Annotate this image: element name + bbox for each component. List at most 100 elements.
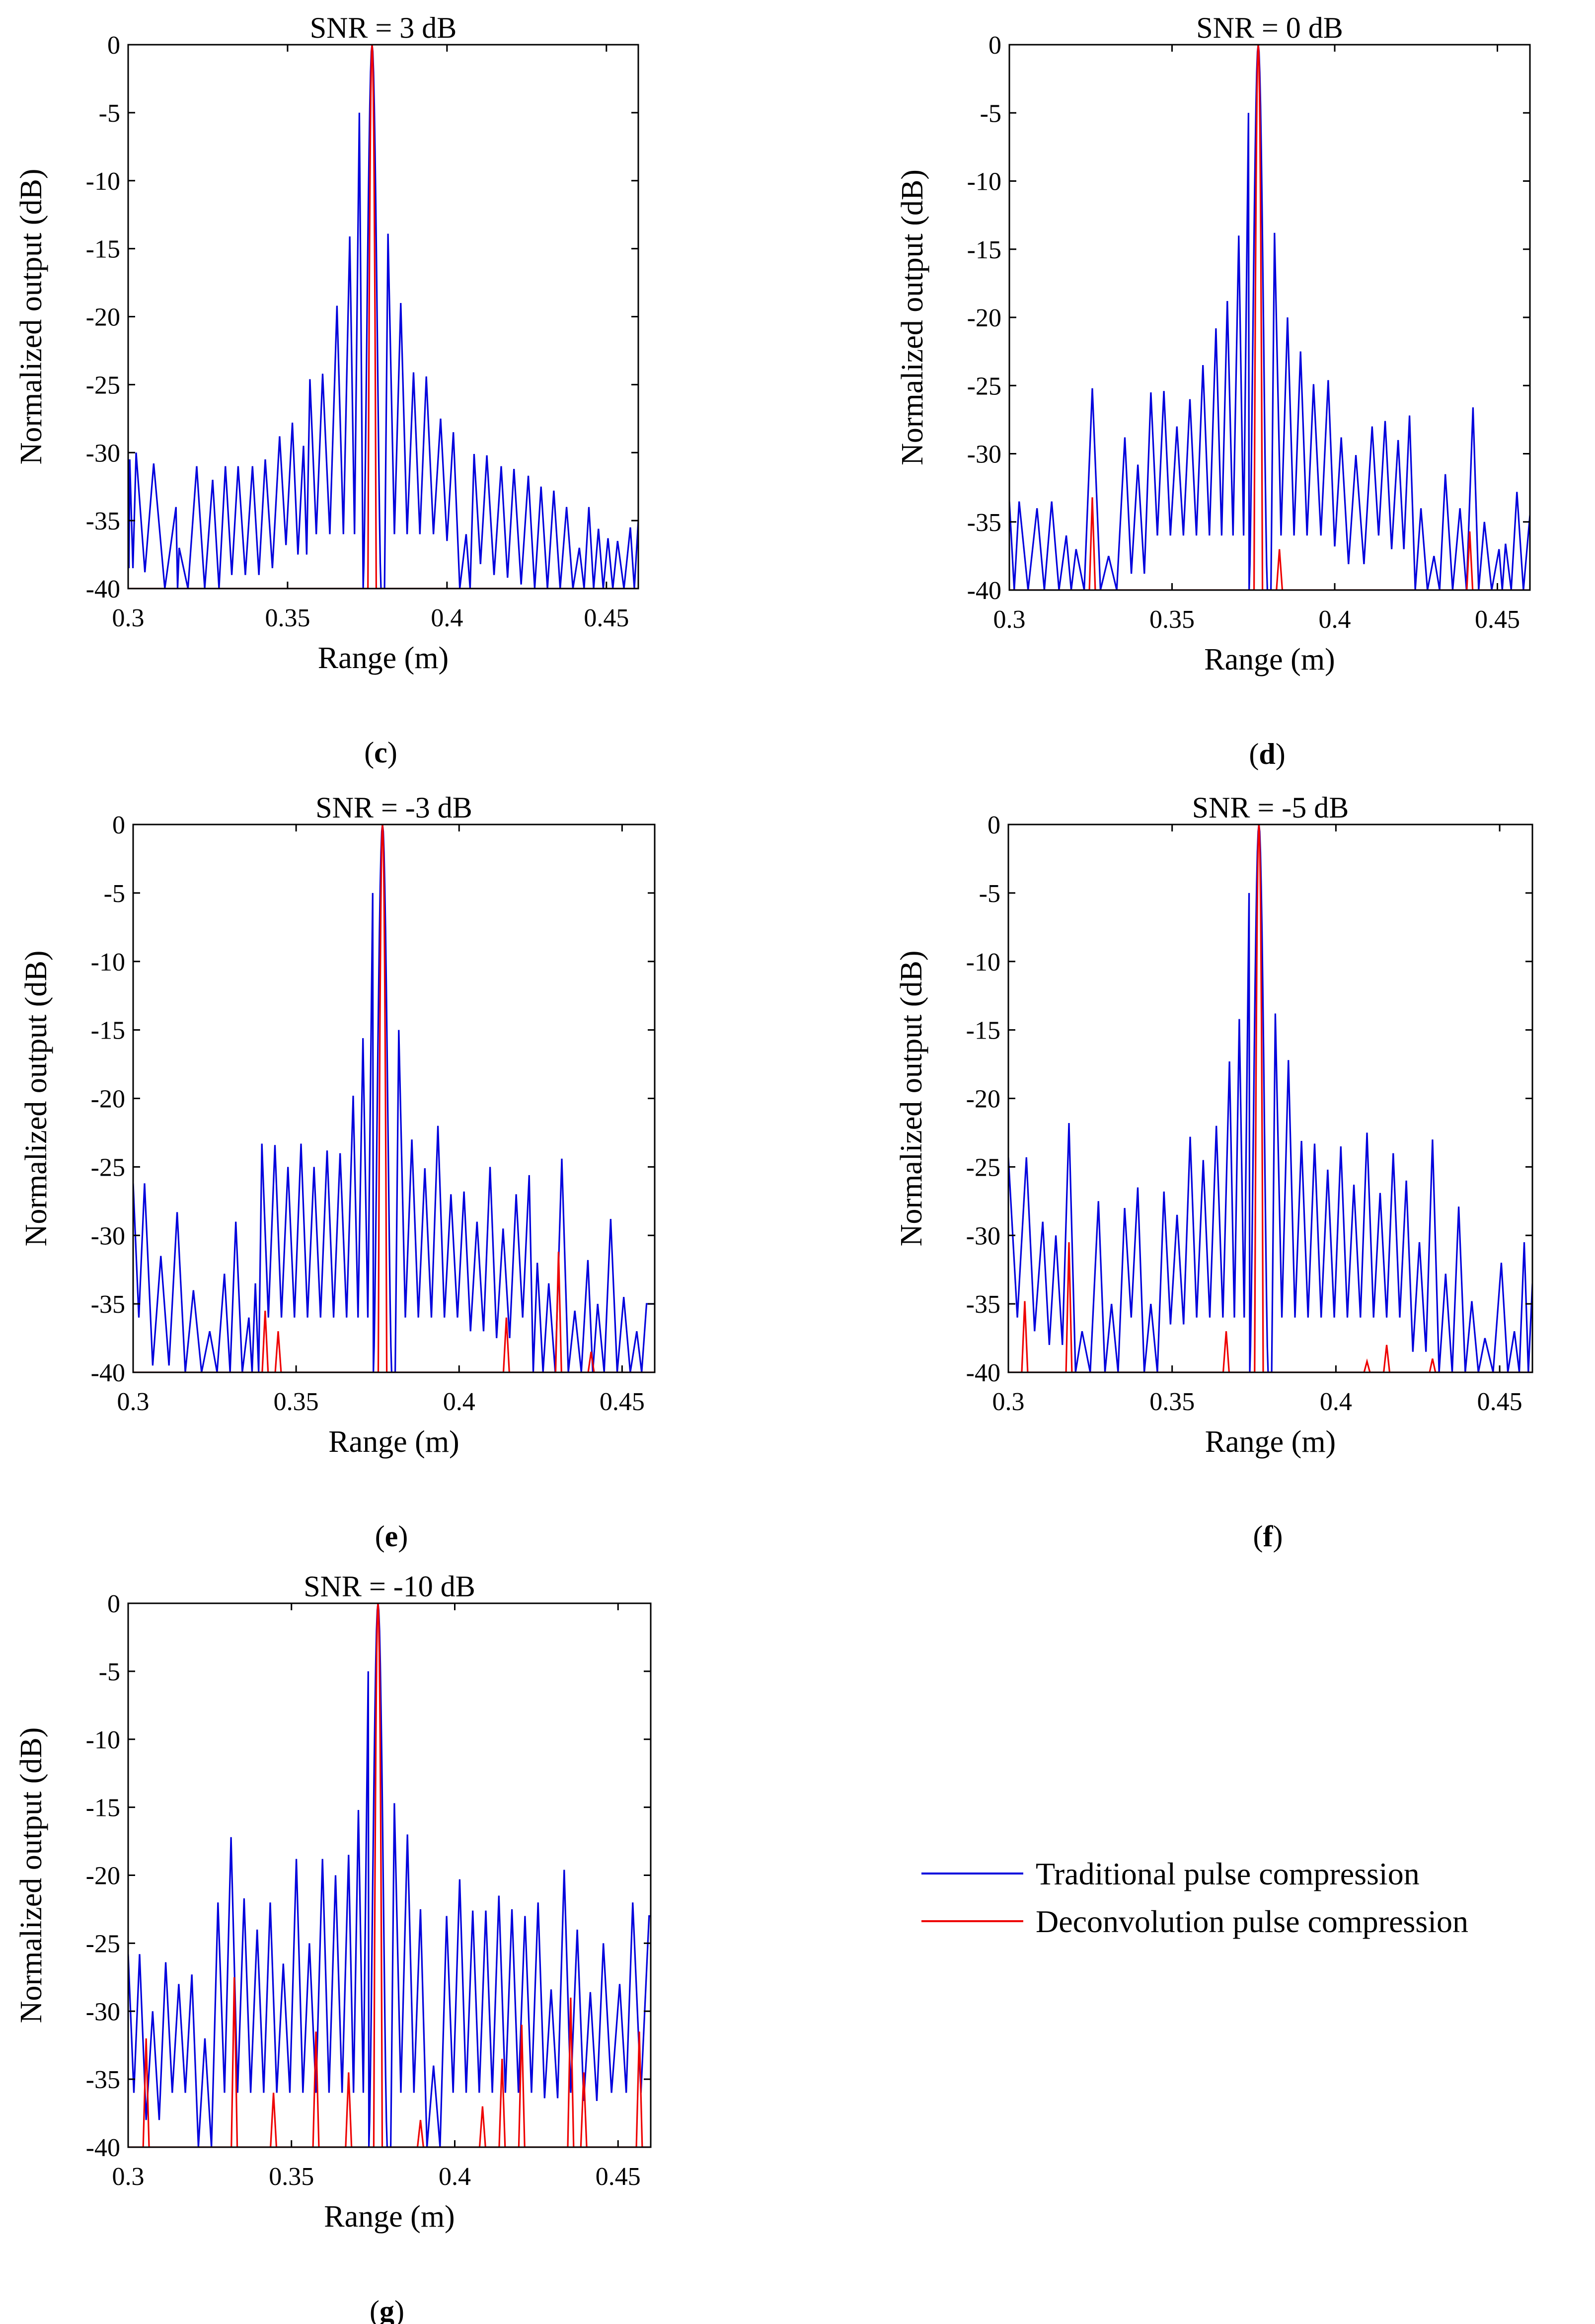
y-tick-label: -20 <box>86 1862 120 1890</box>
y-tick-label: -10 <box>91 948 125 976</box>
x-axis-label: Range (m) <box>318 641 449 675</box>
y-tick-label: -30 <box>86 1998 120 2026</box>
series-line-deconvolution <box>1008 825 1532 1372</box>
y-tick-label: -25 <box>86 1930 120 1958</box>
x-tick-label: 0.3 <box>112 604 145 632</box>
x-axis-label: Range (m) <box>328 1425 459 1459</box>
x-tick-label: 0.35 <box>274 1388 319 1416</box>
panel-label: (d) <box>1249 738 1285 770</box>
y-tick-label: -15 <box>86 235 120 264</box>
plot-area-frame <box>1007 824 1533 1373</box>
y-tick-label: -10 <box>86 167 120 196</box>
x-tick-label: 0.4 <box>1319 605 1351 634</box>
x-tick-label: 0.35 <box>269 2163 314 2191</box>
y-tick-label: -10 <box>966 948 1000 976</box>
panel-label: (f) <box>1253 1520 1283 1553</box>
x-tick-label: 0.3 <box>993 605 1026 634</box>
series-line-deconvolution <box>1009 45 1530 590</box>
y-tick-label: -30 <box>966 1222 1000 1250</box>
panel-letter: g <box>380 2295 394 2324</box>
y-tick-label: -20 <box>86 303 120 332</box>
chart-panel-c: 0 -5 -10 -15 -20 -25 -30 -35 -400.3 0.35 0.4 0.45 SN… <box>14 11 639 769</box>
y-tick-label: 0 <box>112 811 125 839</box>
series-line-deconvolution <box>128 45 638 589</box>
y-axis-label: Normalized output (dB) <box>14 1727 48 2024</box>
y-tick-label: 0 <box>107 31 120 60</box>
y-tick-label: -25 <box>967 372 1001 400</box>
y-tick-label: -30 <box>91 1222 125 1250</box>
x-tick-label: 0.45 <box>600 1388 645 1416</box>
x-tick-label: 0.3 <box>992 1388 1025 1416</box>
x-tick-label: 0.45 <box>596 2163 641 2191</box>
y-tick-label: -15 <box>91 1017 125 1045</box>
chart-title: SNR = 0 dB <box>1196 11 1343 44</box>
chart-panel-d: 0 -5 -10 -15 -20 -25 -30 -35 -400.3 0.35 0.4 0.45 SN… <box>896 11 1531 770</box>
x-tick-label: 0.35 <box>1149 605 1195 634</box>
y-tick-label: -5 <box>980 99 1001 128</box>
x-axis-label: Range (m) <box>1205 1425 1336 1459</box>
series-line-traditional <box>128 45 638 589</box>
x-tick-label: 0.35 <box>265 604 310 632</box>
panel-label: (g) <box>370 2295 404 2324</box>
y-axis-label: Normalized output (dB) <box>896 169 929 465</box>
chart-title: SNR = 3 dB <box>310 11 457 44</box>
y-tick-label: -25 <box>966 1153 1000 1182</box>
plot-area-frame <box>132 824 656 1373</box>
chart-panel-f: 0 -5 -10 -15 -20 -25 -30 -35 -400.3 0.35 0.4 0.45 SN… <box>895 791 1533 1553</box>
y-tick-label: -5 <box>99 1658 120 1686</box>
x-tick-label: 0.45 <box>584 604 629 632</box>
x-tick-label: 0.4 <box>443 1388 475 1416</box>
y-tick-label: -35 <box>86 2066 120 2094</box>
series-line-traditional <box>1008 825 1532 1372</box>
series-line-traditional <box>133 825 655 1372</box>
y-tick-label: -20 <box>91 1085 125 1114</box>
panel-letter: d <box>1259 738 1275 770</box>
y-tick-label: -25 <box>86 371 120 399</box>
x-tick-label: 0.4 <box>1320 1388 1352 1416</box>
x-tick-label: 0.45 <box>1475 605 1520 634</box>
y-tick-label: -5 <box>99 99 120 128</box>
panel-letter: e <box>385 1520 398 1553</box>
x-tick-label: 0.4 <box>431 604 463 632</box>
panel-label: (c) <box>364 736 397 769</box>
legend-label-traditional: Traditional pulse compression <box>1036 1856 1420 1891</box>
x-axis-label: Range (m) <box>324 2200 455 2234</box>
series-line-deconvolution <box>133 825 655 1372</box>
y-tick-label: -5 <box>104 880 125 908</box>
panel-letter: f <box>1263 1520 1274 1553</box>
y-tick-label: -35 <box>967 509 1001 537</box>
y-axis-label: Normalized output (dB) <box>14 169 48 465</box>
x-axis-label: Range (m) <box>1204 643 1335 676</box>
panels: 0-5-10-15-20-25-30-35-400.3 0.35 0.4 0.45SN… <box>14 11 1533 2324</box>
y-tick-label: 0 <box>107 1590 120 1618</box>
y-tick-label: -15 <box>966 1017 1000 1045</box>
y-axis-label: Normalized output (dB) <box>19 951 53 1247</box>
y-tick-label: 0 <box>987 811 1000 839</box>
y-tick-label: -35 <box>86 507 120 535</box>
chart-title: SNR = -3 dB <box>315 791 472 824</box>
x-tick-label: 0.4 <box>439 2163 471 2191</box>
y-tick-label: 0 <box>988 31 1001 60</box>
chart-panel-e: 0 -5 -10 -15 -20 -25 -30 -35 -400.3 0.35 0.4 0.45 SN… <box>19 791 656 1553</box>
y-tick-label: -10 <box>967 168 1001 196</box>
x-tick-label: 0.3 <box>112 2163 145 2191</box>
y-tick-label: -20 <box>967 304 1001 332</box>
y-tick-label: -20 <box>966 1085 1000 1114</box>
y-tick-label: -35 <box>966 1290 1000 1319</box>
x-tick-label: 0.45 <box>1477 1388 1522 1416</box>
chart-title: SNR = -5 dB <box>1192 791 1349 824</box>
panel-letter: c <box>374 736 387 769</box>
x-tick-label: 0.35 <box>1149 1388 1195 1416</box>
chart-panel-g: 0 -5 -10 -15 -20 -25 -30 -35 -400.3 0.35 0.4 0.45 SN… <box>14 1570 652 2324</box>
y-tick-label: -40 <box>967 577 1001 605</box>
y-tick-label: -5 <box>979 880 1000 908</box>
y-tick-label: -30 <box>967 441 1001 469</box>
legend: Traditional pulse compression Deconvolut… <box>921 1856 1468 1939</box>
series-line-deconvolution <box>128 1603 651 2147</box>
y-axis-label: Normalized output (dB) <box>895 951 928 1247</box>
y-tick-label: -25 <box>91 1153 125 1182</box>
y-tick-label: -40 <box>966 1359 1000 1387</box>
chart-title: SNR = -10 dB <box>304 1570 475 1603</box>
y-tick-label: -30 <box>86 439 120 467</box>
